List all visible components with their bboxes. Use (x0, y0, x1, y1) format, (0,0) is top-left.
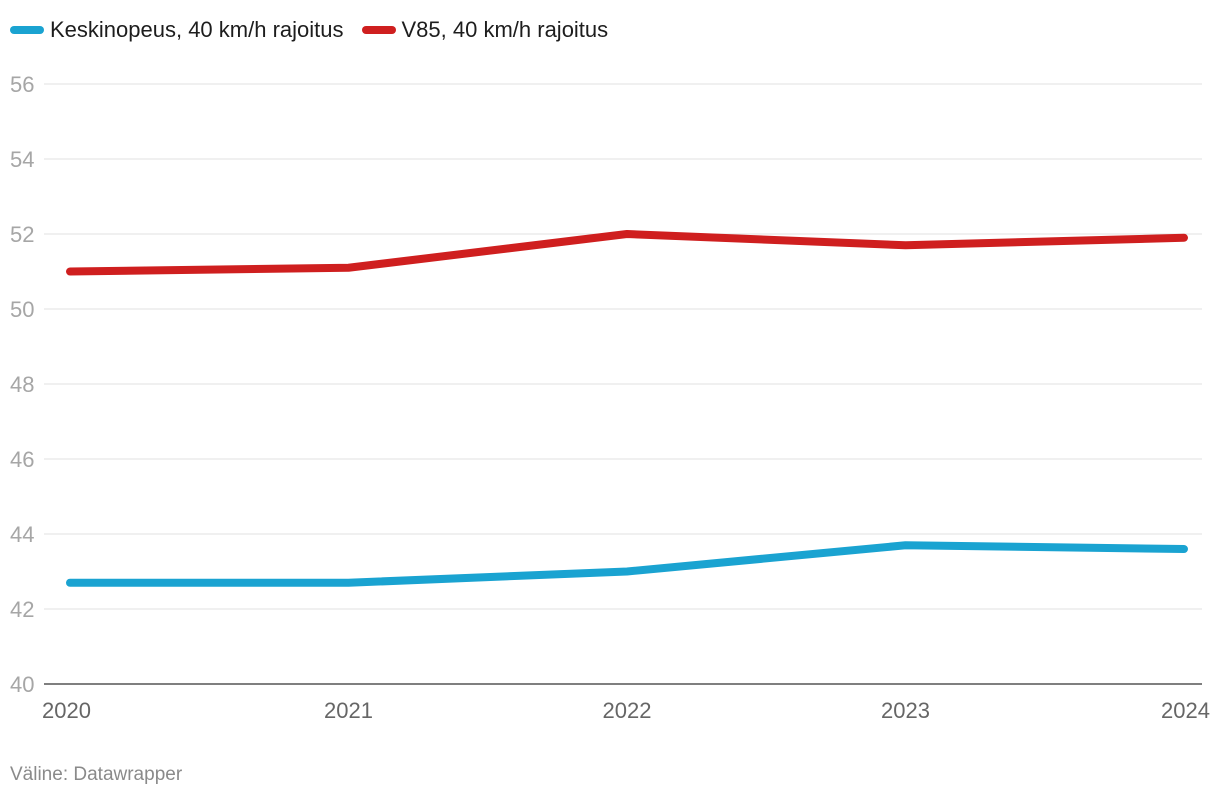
legend-item-v85: V85, 40 km/h rajoitus (361, 17, 609, 43)
y-tick-label: 46 (10, 447, 34, 472)
series-line-v85 (66, 230, 1188, 276)
legend-item-keskinopeus: Keskinopeus, 40 km/h rajoitus (10, 17, 344, 43)
y-tick-label: 52 (10, 222, 34, 247)
legend-label-v85: V85, 40 km/h rajoitus (401, 17, 609, 42)
x-tick-label: 2021 (324, 698, 373, 723)
y-tick-label: 42 (10, 597, 34, 622)
y-tick-label: 50 (10, 297, 34, 322)
source-note: Väline: Datawrapper (10, 764, 183, 785)
line-chart: 40 42 44 46 48 50 52 54 56 2020 2021 2022 2023 2024 (10, 72, 1210, 723)
y-tick-label: 54 (10, 147, 34, 172)
y-tick-label: 44 (10, 522, 34, 547)
x-tick-label: 2024 (1161, 698, 1210, 723)
series-line-keskinopeus (66, 541, 1188, 587)
y-tick-label: 40 (10, 672, 34, 697)
x-tick-label: 2022 (603, 698, 652, 723)
x-tick-label: 2023 (881, 698, 930, 723)
y-tick-label: 48 (10, 372, 34, 397)
x-tick-label: 2020 (42, 698, 91, 723)
legend-swatch-keskinopeus (10, 26, 44, 34)
y-tick-label: 56 (10, 72, 34, 97)
legend-swatch-v85 (361, 26, 396, 34)
chart-legend: Keskinopeus, 40 km/h rajoitus V85, 40 km… (10, 14, 608, 46)
legend-label-keskinopeus: Keskinopeus, 40 km/h rajoitus (50, 17, 344, 42)
